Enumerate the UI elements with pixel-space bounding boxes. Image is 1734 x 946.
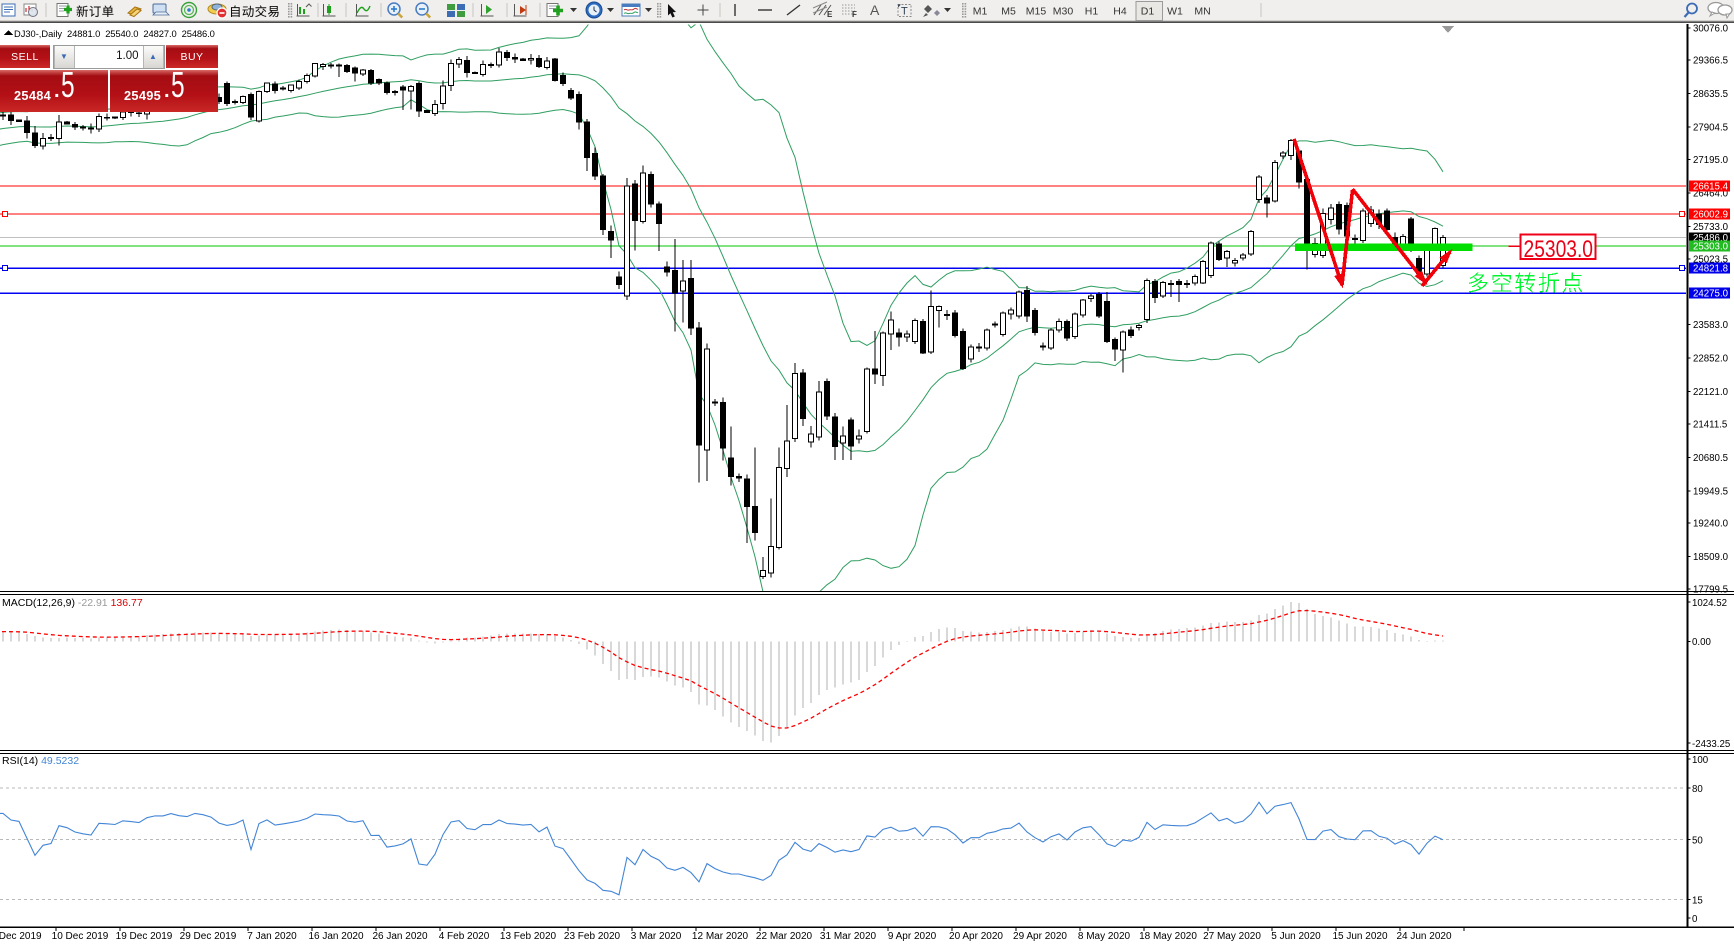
svg-text:3 Mar 2020: 3 Mar 2020	[631, 931, 682, 942]
svg-text:H4: H4	[1113, 6, 1127, 18]
svg-text:27195.0: 27195.0	[1693, 155, 1729, 166]
svg-text:25733.0: 25733.0	[1693, 222, 1729, 233]
svg-text:25023.5: 25023.5	[1693, 254, 1728, 265]
svg-text:24821.8: 24821.8	[1693, 264, 1728, 275]
svg-text:22 Mar 2020: 22 Mar 2020	[756, 931, 813, 942]
svg-text:15: 15	[1692, 896, 1703, 907]
svg-text:19949.5: 19949.5	[1693, 486, 1728, 497]
svg-text:24 Jun 2020: 24 Jun 2020	[1396, 931, 1451, 942]
svg-text:80: 80	[1692, 784, 1703, 795]
svg-text:8 May 2020: 8 May 2020	[1078, 931, 1131, 942]
svg-text:27 May 2020: 27 May 2020	[1203, 931, 1261, 942]
svg-text:9 Apr 2020: 9 Apr 2020	[888, 931, 937, 942]
svg-text:21411.5: 21411.5	[1693, 419, 1727, 430]
svg-text:MN: MN	[1194, 6, 1210, 18]
svg-text:W1: W1	[1167, 6, 1183, 18]
svg-text:26615.4: 26615.4	[1693, 182, 1729, 193]
svg-text:24275.0: 24275.0	[1693, 289, 1729, 300]
svg-text:RSI(14) 49.5232: RSI(14) 49.5232	[2, 755, 79, 767]
svg-text:29 Dec 2019: 29 Dec 2019	[180, 931, 237, 942]
svg-text:22121.0: 22121.0	[1693, 387, 1729, 398]
svg-text:22852.0: 22852.0	[1693, 354, 1729, 365]
svg-text:26002.9: 26002.9	[1693, 210, 1728, 221]
svg-text:4 Feb 2020: 4 Feb 2020	[439, 931, 490, 942]
svg-text:25486.0: 25486.0	[1693, 233, 1729, 244]
svg-text:5 Jun 2020: 5 Jun 2020	[1271, 931, 1321, 942]
svg-text:19 Dec 2019: 19 Dec 2019	[116, 931, 173, 942]
svg-text:18 May 2020: 18 May 2020	[1139, 931, 1197, 942]
svg-text:26464.0: 26464.0	[1693, 188, 1729, 199]
svg-text:25303.0: 25303.0	[1524, 236, 1594, 263]
svg-text:1 Dec 2019: 1 Dec 2019	[0, 931, 42, 942]
svg-text:24881.0 25540.0 24827.0 254: 24881.0 25540.0 24827.0 25486.0	[67, 28, 215, 39]
svg-text:26 Jan 2020: 26 Jan 2020	[372, 931, 427, 942]
svg-text:30076.0: 30076.0	[1693, 23, 1729, 34]
svg-text:D1: D1	[1141, 6, 1155, 18]
svg-text:7 Jan 2020: 7 Jan 2020	[247, 931, 297, 942]
svg-text:10 Dec 2019: 10 Dec 2019	[52, 931, 109, 942]
svg-text:19240.0: 19240.0	[1693, 519, 1729, 530]
svg-text:M5: M5	[1001, 6, 1016, 18]
svg-text:18509.0: 18509.0	[1693, 552, 1729, 563]
svg-text:M15: M15	[1026, 6, 1047, 18]
svg-text:20680.5: 20680.5	[1693, 453, 1728, 464]
svg-text:29 Apr 2020: 29 Apr 2020	[1013, 931, 1067, 942]
svg-text:23 Feb 2020: 23 Feb 2020	[564, 931, 621, 942]
svg-text:15 Jun 2020: 15 Jun 2020	[1332, 931, 1387, 942]
svg-text:20 Apr 2020: 20 Apr 2020	[949, 931, 1003, 942]
svg-text:17799.5: 17799.5	[1693, 585, 1728, 596]
svg-text:M1: M1	[973, 6, 988, 18]
svg-text:0.00: 0.00	[1692, 637, 1711, 648]
svg-text:F: F	[852, 10, 857, 19]
svg-text:27904.5: 27904.5	[1693, 123, 1728, 134]
svg-text:A: A	[870, 2, 880, 18]
svg-text:T: T	[901, 6, 908, 18]
svg-text:0: 0	[1692, 914, 1698, 925]
svg-text:E: E	[827, 10, 833, 19]
svg-text:29366.5: 29366.5	[1693, 56, 1728, 67]
svg-text:28635.5: 28635.5	[1693, 89, 1728, 100]
svg-text:25303.0: 25303.0	[1693, 242, 1729, 253]
svg-text:31 Mar 2020: 31 Mar 2020	[820, 931, 877, 942]
svg-text:MACD(12,26,9) -22.91 136.77: MACD(12,26,9) -22.91 136.77	[2, 597, 143, 609]
svg-text:100: 100	[1692, 755, 1709, 766]
svg-text:-2433.25: -2433.25	[1692, 739, 1730, 750]
svg-text:H1: H1	[1085, 6, 1099, 18]
svg-text:DJ30-,Daily: DJ30-,Daily	[14, 29, 62, 39]
svg-text:1024.52: 1024.52	[1692, 598, 1727, 609]
svg-text:M30: M30	[1053, 6, 1074, 18]
svg-text:13 Feb 2020: 13 Feb 2020	[500, 931, 557, 942]
svg-text:16 Jan 2020: 16 Jan 2020	[308, 931, 363, 942]
svg-text:23583.0: 23583.0	[1693, 320, 1729, 331]
svg-text:50: 50	[1692, 836, 1703, 847]
svg-text:12 Mar 2020: 12 Mar 2020	[692, 931, 749, 942]
